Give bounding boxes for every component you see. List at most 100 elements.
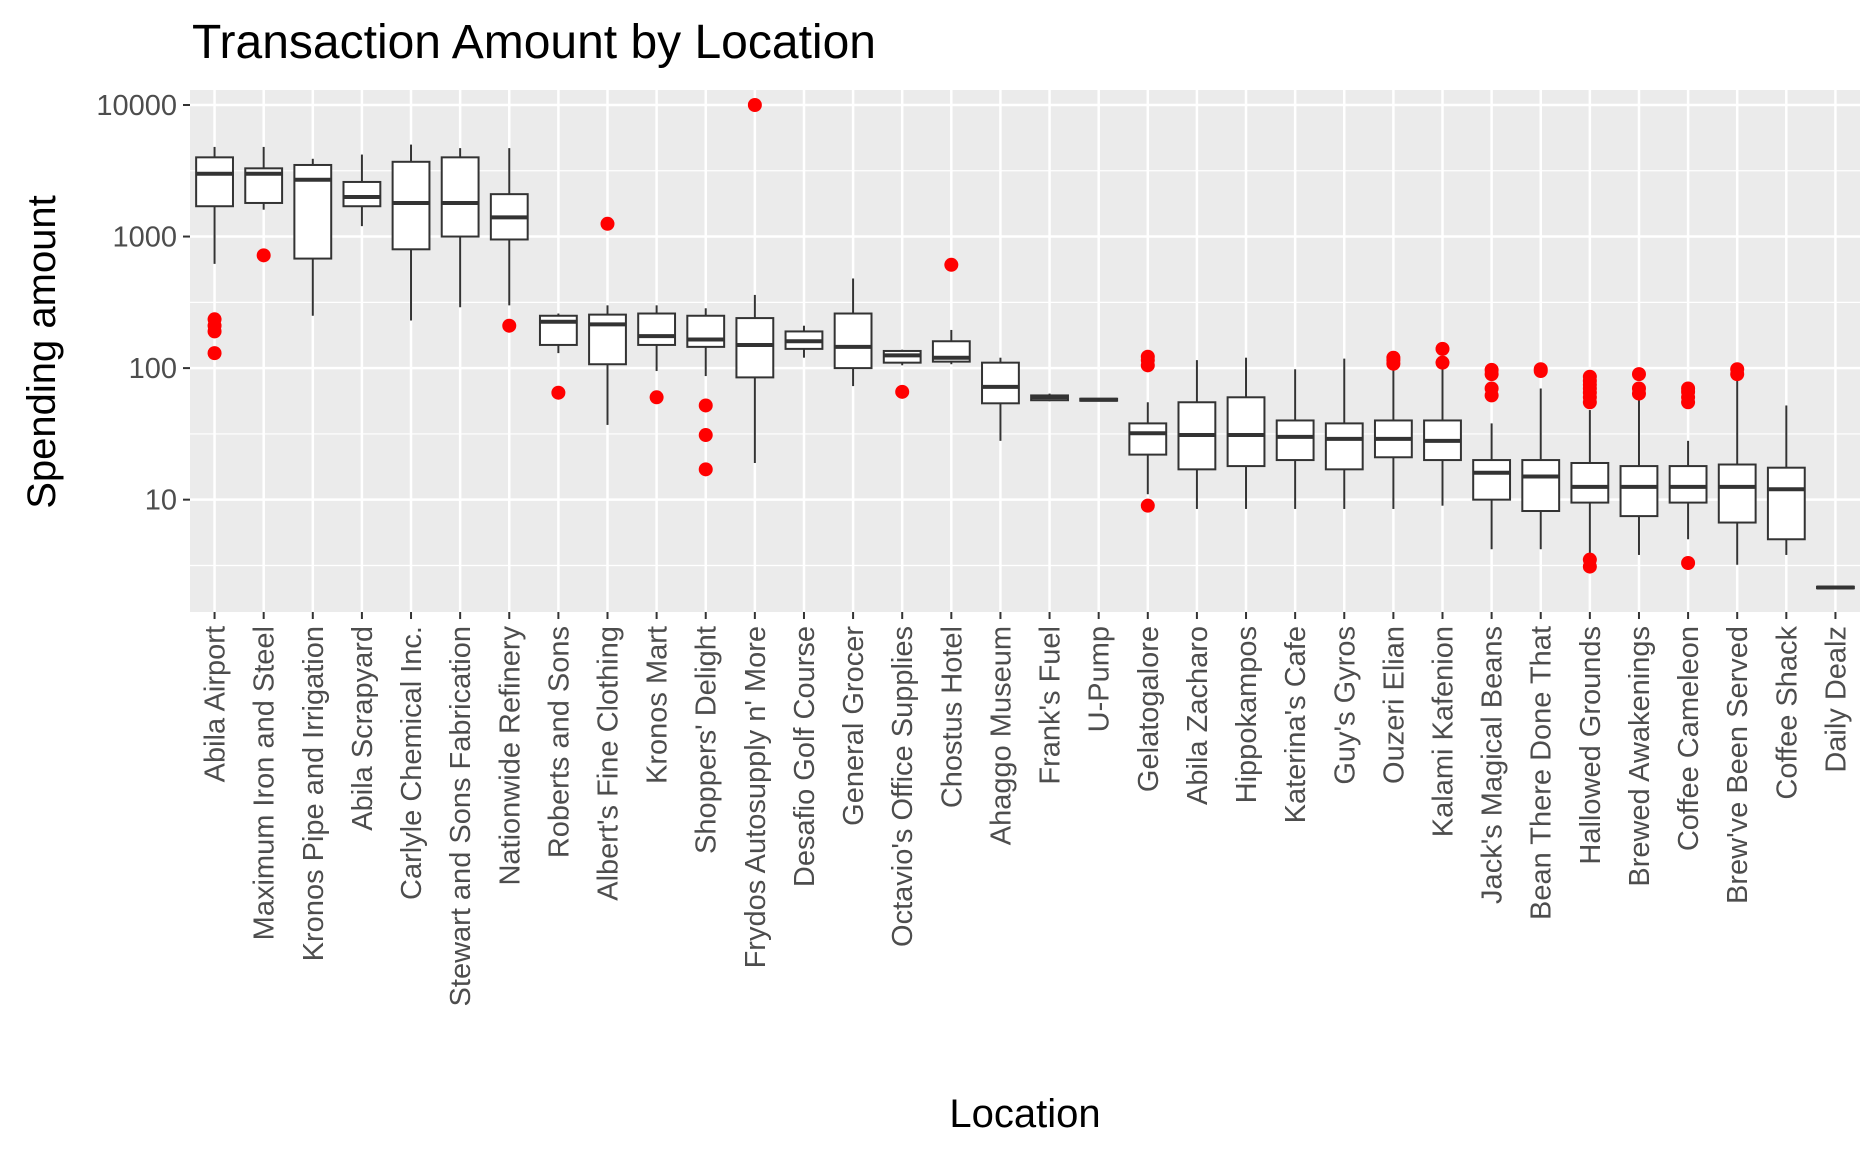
box-group [1079,397,1119,402]
box-iqr [1275,419,1315,462]
box-iqr [195,156,234,208]
x-tick-label: Gelatogalore [1133,626,1165,792]
box-group [1324,358,1364,509]
box-iqr [1766,466,1806,541]
outlier-point [551,385,566,400]
box-group [833,278,873,387]
y-tick-label: 10 [145,485,177,517]
box-group [195,146,234,361]
outlier-point [698,462,713,477]
outlier-point [502,318,517,333]
box-iqr [735,317,775,379]
x-tick-label: Kronos Mart [642,626,674,784]
outlier-point [1386,350,1401,365]
box-group [1570,369,1610,574]
outlier-point [747,97,762,112]
box-group [1275,369,1315,509]
x-tick-label: Katerina's Cafe [1280,626,1312,823]
box-marks [195,97,1855,590]
box-group [391,144,431,321]
y-tick-label: 1000 [112,222,177,254]
box-iqr [833,312,873,370]
x-tick-label: Coffee Shack [1771,626,1803,800]
x-tick-label: Hallowed Grounds [1575,626,1607,865]
x-axis-title: Location [949,1092,1100,1136]
box-group [1717,362,1757,565]
box-iqr [1324,422,1364,471]
x-tick-label: Brewed Awakenings [1624,626,1656,887]
outlier-point [1484,381,1499,396]
box-iqr [1472,459,1512,501]
x-tick-label: Abila Scrapyard [347,626,379,831]
outlier-point [649,390,664,405]
x-tick-label: Shoppers' Delight [691,626,723,854]
box-group [489,148,529,333]
box-group [1128,349,1168,513]
x-tick-label: Guy's Gyros [1329,626,1361,785]
x-tick-label: Coffee Cameleon [1673,626,1705,851]
box-iqr [391,160,431,251]
outlier-point [1435,355,1450,370]
x-tick-label: Abila Airport [200,626,232,782]
outlier-point [944,257,959,272]
x-tick-label: Kalami Kafenion [1428,626,1460,837]
x-tick-label: Hippokampos [1231,626,1263,803]
x-tick-label: Octavio's Office Supplies [887,626,919,947]
x-tick-label: Kronos Pipe and Irrigation [298,626,330,961]
outlier-point [600,216,615,231]
plot-panel [190,90,1860,612]
box-group [882,349,922,399]
box-group [1472,362,1512,550]
box-group [588,216,627,425]
x-axis: Abila Airport Maximum Iron and Steel Krono… [200,612,1852,1006]
x-tick-label: Ahaggo Museum [985,626,1017,845]
box-group [1619,367,1659,555]
y-axis-title: Spending amount [20,195,64,509]
x-tick-label: Bean There Done That [1526,626,1558,920]
box-group [538,313,578,400]
outlier-point [1435,341,1450,356]
x-tick-label: Ouzeri Elian [1378,626,1410,784]
chart-title: Transaction Amount by Location [192,16,876,69]
box-iqr [1570,461,1610,504]
box-iqr [686,314,726,348]
outlier-point [1140,349,1155,364]
x-tick-label: Abila Zacharo [1182,626,1214,805]
box-iqr [1619,465,1659,518]
box-group [686,308,726,477]
outlier-point [1681,381,1696,396]
box-iqr [1521,459,1561,513]
x-tick-label: U-Pump [1084,626,1116,732]
outlier-point [1730,362,1745,377]
outlier-point [895,384,910,399]
x-tick-label: Desafio Golf Course [789,626,821,887]
box-iqr [1226,396,1266,468]
outlier-point [1140,498,1155,513]
outlier-point [1582,552,1597,567]
box-group [1668,381,1708,571]
box-iqr [1128,422,1168,456]
box-group [1816,585,1855,590]
box-group [1177,360,1217,509]
box-group [440,148,480,308]
x-tick-label: Chostus Hotel [936,626,968,808]
outlier-point [256,248,271,263]
box-group [1373,350,1413,509]
outlier-point [1681,556,1696,571]
box-group [931,257,971,365]
outlier-point [1582,369,1597,384]
y-tick-label: 100 [129,353,177,385]
box-group [1521,362,1561,550]
y-tick-label: 10000 [96,90,177,122]
box-iqr [440,156,480,238]
box-iqr [342,180,382,208]
box-group [293,158,333,316]
x-tick-label: Maximum Iron and Steel [249,626,281,940]
x-tick-label: General Grocer [838,626,870,826]
x-tick-label: Frank's Fuel [1035,626,1067,785]
box-group [784,325,824,358]
box-group [1030,393,1069,402]
box-group [1766,405,1806,555]
box-group [1226,357,1266,509]
